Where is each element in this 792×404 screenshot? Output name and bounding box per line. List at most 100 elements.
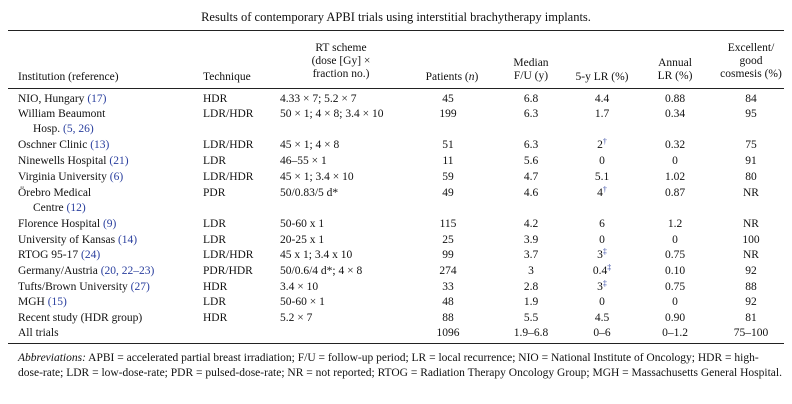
row-7-lr5: 0 — [572, 233, 632, 247]
header-cosmesis: Excellent/ good cosmesis (%) — [716, 42, 786, 81]
reference-link[interactable]: (17) — [87, 93, 107, 105]
reference-link[interactable]: (6) — [109, 171, 124, 183]
row-10-lr5: 3‡ — [572, 280, 632, 294]
row-12-annual: 0.90 — [664, 312, 686, 324]
header-rt-line2: (dose [Gy] × — [311, 55, 371, 67]
row-6-cosmesis: NR — [743, 218, 759, 230]
row-2-patients: 51 — [442, 139, 454, 151]
reference-link[interactable]: (12) — [66, 202, 86, 214]
row-2-rt: 45 × 1; 4 × 8 — [280, 139, 340, 151]
row-0-median: 6.8 — [523, 93, 539, 105]
row-3-annual: 0 — [672, 155, 678, 167]
row-5-inst: Örebro Medical Centre (12) — [18, 186, 91, 216]
row-9-patients: 274 — [439, 265, 457, 277]
row-6-patients: 115 — [439, 218, 457, 230]
row-2-cosmesis: 75 — [745, 139, 757, 151]
row-2-inst: Oschner Clinic (13) — [18, 138, 109, 152]
reference-link[interactable]: (5, 26) — [63, 123, 94, 135]
institution-name: Germany/Austria — [18, 265, 98, 277]
row-1-rt: 50 × 1; 4 × 8; 3.4 × 10 — [280, 108, 384, 120]
institution-name: William Beaumont — [18, 108, 106, 120]
reference-link[interactable]: (15) — [47, 296, 67, 308]
row-3-inst: Ninewells Hospital (21) — [18, 154, 129, 168]
row-1-annual: 0.34 — [664, 108, 686, 120]
row-5-annual: 0.87 — [664, 187, 686, 199]
footnote-marker[interactable]: † — [602, 137, 607, 146]
header-institution: Institution (reference) — [18, 71, 119, 83]
lr5-value: 4.5 — [594, 312, 610, 324]
row-13-median: 1.9–6.8 — [513, 327, 549, 339]
lr5-value: 3 — [597, 281, 603, 293]
row-13-lr5: 0–6 — [572, 326, 632, 340]
header-cosmesis-line1: Excellent/ — [727, 42, 775, 54]
header-rule — [8, 88, 784, 89]
row-6-median: 4.2 — [523, 218, 539, 230]
row-12-rt: 5.2 × 7 — [280, 312, 313, 324]
row-11-rt: 50-60 × 1 — [280, 296, 325, 308]
row-5-lr5: 4† — [572, 186, 632, 200]
row-4-median: 4.7 — [523, 171, 539, 183]
lr5-value: 0 — [599, 155, 605, 167]
header-rt-scheme: RT scheme (dose [Gy] × fraction no.) — [282, 42, 400, 81]
lr5-value: 1.7 — [594, 108, 610, 120]
row-6-rt: 50-60 x 1 — [280, 218, 325, 230]
footnote-marker[interactable]: † — [602, 185, 607, 194]
header-median-line1: Median — [513, 57, 549, 69]
institution-name: University of Kansas — [18, 234, 116, 246]
row-8-annual: 0.75 — [664, 249, 686, 261]
row-10-inst: Tufts/Brown University (27) — [18, 280, 150, 294]
header-cosmesis-line3: cosmesis (%) — [720, 68, 782, 80]
row-3-cosmesis: 91 — [745, 155, 757, 167]
row-12-median: 5.5 — [523, 312, 539, 324]
row-11-median: 1.9 — [523, 296, 539, 308]
reference-link[interactable]: (13) — [90, 139, 110, 151]
row-13-inst: All trials — [18, 326, 59, 340]
row-10-annual: 0.75 — [664, 281, 686, 293]
row-5-patients: 49 — [442, 187, 454, 199]
row-4-rt: 45 × 1; 3.4 × 10 — [280, 171, 354, 183]
row-9-tech: PDR/HDR — [203, 265, 253, 277]
row-11-inst: MGH (15) — [18, 295, 67, 309]
reference-link[interactable]: (14) — [117, 234, 138, 246]
row-3-patients: 11 — [442, 155, 454, 167]
institution-name: All trials — [18, 327, 59, 339]
header-5y-lr: 5-y LR (%) — [575, 71, 629, 83]
institution-name: Virginia University — [18, 171, 107, 183]
row-9-lr5: 0.4‡ — [572, 264, 632, 278]
row-1-tech: LDR/HDR — [203, 108, 254, 120]
reference-link[interactable]: (9) — [102, 218, 117, 230]
row-1-lr5: 1.7 — [572, 107, 632, 121]
row-3-tech: LDR — [203, 155, 226, 167]
top-rule — [8, 30, 784, 31]
row-9-rt: 50/0.6/4 d*; 4 × 8 — [280, 265, 363, 277]
row-2-lr5: 2† — [572, 138, 632, 152]
lr5-value: 6 — [599, 218, 605, 230]
footnote-marker[interactable]: ‡ — [607, 263, 612, 272]
row-2-tech: LDR/HDR — [203, 139, 254, 151]
row-1-median: 6.3 — [523, 108, 539, 120]
row-8-inst: RTOG 95-17 (24) — [18, 248, 100, 262]
lr5-value: 4 — [597, 187, 603, 199]
row-5-tech: PDR — [203, 187, 226, 199]
footnote-label: Abbreviations: — [18, 352, 86, 364]
footnote-marker[interactable]: ‡ — [602, 279, 607, 288]
row-2-annual: 0.32 — [664, 139, 686, 151]
header-rt-line1: RT scheme — [315, 42, 367, 54]
reference-link[interactable]: (24) — [81, 249, 101, 261]
lr5-value: 2 — [597, 139, 603, 151]
reference-link[interactable]: (27) — [130, 281, 150, 293]
row-0-rt: 4.33 × 7; 5.2 × 7 — [280, 93, 357, 105]
institution-name: Oschner Clinic — [18, 139, 88, 151]
row-11-lr5: 0 — [572, 295, 632, 309]
institution-name: NIO, Hungary — [18, 93, 85, 105]
row-11-tech: LDR — [203, 296, 226, 308]
lr5-value: 0 — [599, 234, 605, 246]
header-patients: Patients (n) — [425, 71, 479, 83]
row-10-median: 2.8 — [523, 281, 539, 293]
row-0-lr5: 4.4 — [572, 92, 632, 106]
reference-link[interactable]: (20, 22–23) — [100, 265, 155, 277]
footnote-marker[interactable]: ‡ — [602, 247, 607, 256]
institution-name: Florence Hospital — [18, 218, 101, 230]
reference-link[interactable]: (21) — [109, 155, 129, 167]
institution-name: Tufts/Brown University — [18, 281, 128, 293]
